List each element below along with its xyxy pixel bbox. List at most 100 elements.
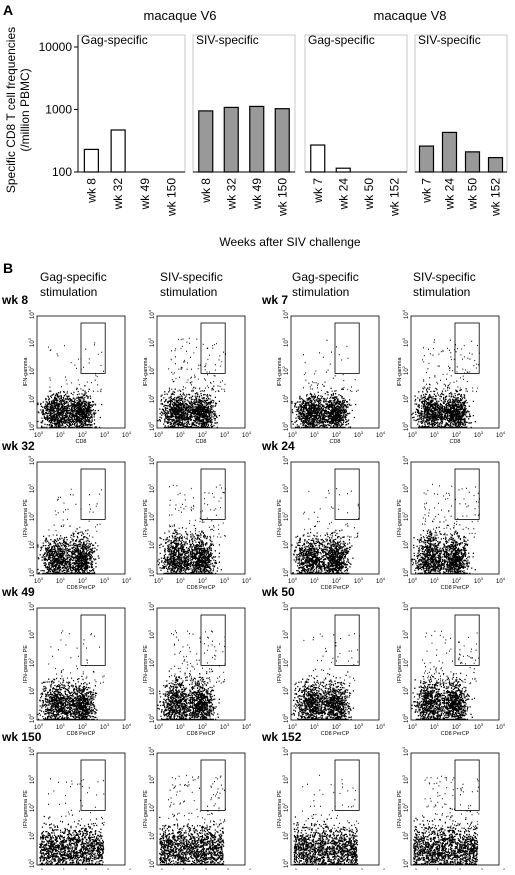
y-tick-label: 104 — [27, 309, 36, 319]
tick-exponent: 3 — [401, 774, 406, 777]
dot-cloud — [291, 339, 359, 429]
tick-base: 10 — [474, 725, 481, 731]
tick-exponent: 3 — [361, 576, 364, 581]
tick-exponent: 4 — [27, 601, 32, 604]
tick-exponent: 1 — [27, 539, 32, 542]
y-tick-label: 104 — [27, 455, 36, 465]
tick-exponent: 3 — [227, 722, 230, 727]
tick-exponent: 1 — [281, 393, 286, 396]
bar — [335, 167, 351, 173]
tick-base: 10 — [404, 458, 410, 465]
tick-base: 10 — [408, 725, 415, 731]
tick-base: 10 — [34, 579, 41, 585]
tick-base: 10 — [496, 725, 503, 731]
tick-base: 10 — [284, 340, 290, 347]
tick-base: 10 — [404, 833, 410, 840]
y-tick-label: 101 — [147, 830, 156, 840]
tick-exponent: 3 — [27, 774, 32, 777]
tick-exponent: 2 — [339, 430, 342, 435]
tick-base: 10 — [150, 604, 156, 611]
y-tick-label: 101 — [401, 539, 410, 549]
tick-exponent: 4 — [281, 601, 286, 604]
bar — [464, 151, 481, 173]
bar — [418, 145, 435, 173]
y-tick-label: 101 — [281, 685, 290, 695]
y-tick-label: 101 — [281, 539, 290, 549]
tick-exponent: 1 — [27, 393, 32, 396]
tick-base: 10 — [430, 725, 437, 731]
tick-exponent: 4 — [503, 576, 506, 581]
plot-frame — [410, 752, 500, 866]
tick-exponent: 1 — [437, 576, 440, 581]
chart-title: SIV-specific — [418, 33, 481, 47]
tick-exponent: 2 — [401, 511, 406, 514]
y-tick-label: 100 — [147, 421, 156, 431]
tick-exponent: 2 — [147, 511, 152, 514]
x-tick-label: wk 152 — [387, 178, 401, 217]
y-tick-label: 104 — [281, 455, 290, 465]
tick-base: 10 — [30, 833, 36, 840]
tick-exponent: 2 — [205, 722, 208, 727]
x-axis-label: CD8 PerCP — [321, 585, 350, 591]
tick-exponent: 2 — [401, 365, 406, 368]
gate — [334, 759, 360, 811]
tick-base: 10 — [30, 632, 36, 639]
tick-base: 10 — [56, 579, 63, 585]
tick-exponent: 3 — [401, 483, 406, 486]
y-axis-label: IFN-gamma PE — [23, 790, 29, 828]
row-label: wk 7 — [261, 293, 288, 307]
tick-base: 10 — [284, 833, 290, 840]
y-tick-label: 103 — [27, 629, 36, 639]
bar — [223, 106, 239, 173]
tick-base: 10 — [150, 368, 156, 375]
tick-exponent: 3 — [107, 576, 110, 581]
dot-cloud — [39, 778, 105, 866]
plot-frame — [156, 315, 246, 429]
tick-base: 10 — [284, 777, 290, 784]
tick-exponent: 4 — [281, 455, 286, 458]
gate — [80, 614, 106, 666]
x-tick-label: 100 — [154, 576, 164, 585]
x-tick-label: 100 — [408, 576, 418, 585]
tick-base: 10 — [452, 433, 459, 439]
tick-exponent: 2 — [27, 802, 32, 805]
x-tick-label: 104 — [242, 722, 252, 731]
x-tick-label: wk 150 — [165, 178, 179, 217]
tick-base: 10 — [150, 716, 156, 723]
x-axis-label: Weeks after SIV challenge — [219, 235, 361, 249]
y-tick-label: 104 — [147, 309, 156, 319]
dot-cloud — [291, 488, 360, 575]
bar — [249, 105, 265, 173]
y-tick-label: 100 — [52, 165, 72, 179]
tick-base: 10 — [30, 716, 36, 723]
x-tick-label: wk 50 — [466, 178, 480, 211]
tick-exponent: 0 — [415, 722, 418, 727]
y-axis-label: IFN-gamma — [143, 357, 149, 387]
tick-base: 10 — [150, 340, 156, 347]
y-axis-label: IFN-gamma PE — [23, 645, 29, 683]
y-tick-label: 100 — [147, 858, 156, 868]
tick-exponent: 3 — [107, 722, 110, 727]
x-tick-label: 104 — [242, 430, 252, 439]
tick-exponent: 1 — [437, 430, 440, 435]
x-tick-label: wk 24 — [336, 178, 350, 211]
tick-exponent: 3 — [361, 722, 364, 727]
column-header: SIV-specific — [413, 270, 476, 284]
tick-base: 10 — [30, 749, 36, 756]
tick-exponent: 0 — [41, 576, 44, 581]
tick-base: 10 — [122, 433, 129, 439]
tick-base: 10 — [452, 725, 459, 731]
tick-base: 10 — [30, 424, 36, 431]
tick-base: 10 — [30, 542, 36, 549]
y-axis-label: IFN-gamma PE — [143, 790, 149, 828]
tick-exponent: 0 — [401, 858, 406, 861]
y-tick-label: 103 — [401, 483, 410, 493]
tick-exponent: 2 — [147, 657, 152, 660]
tick-exponent: 4 — [383, 430, 386, 435]
column-header: Gag-specific — [292, 270, 359, 284]
y-tick-label: 100 — [281, 858, 290, 868]
row-label: wk 152 — [261, 730, 302, 744]
x-axis-label: CD8 — [195, 439, 206, 445]
tick-exponent: 2 — [27, 365, 32, 368]
